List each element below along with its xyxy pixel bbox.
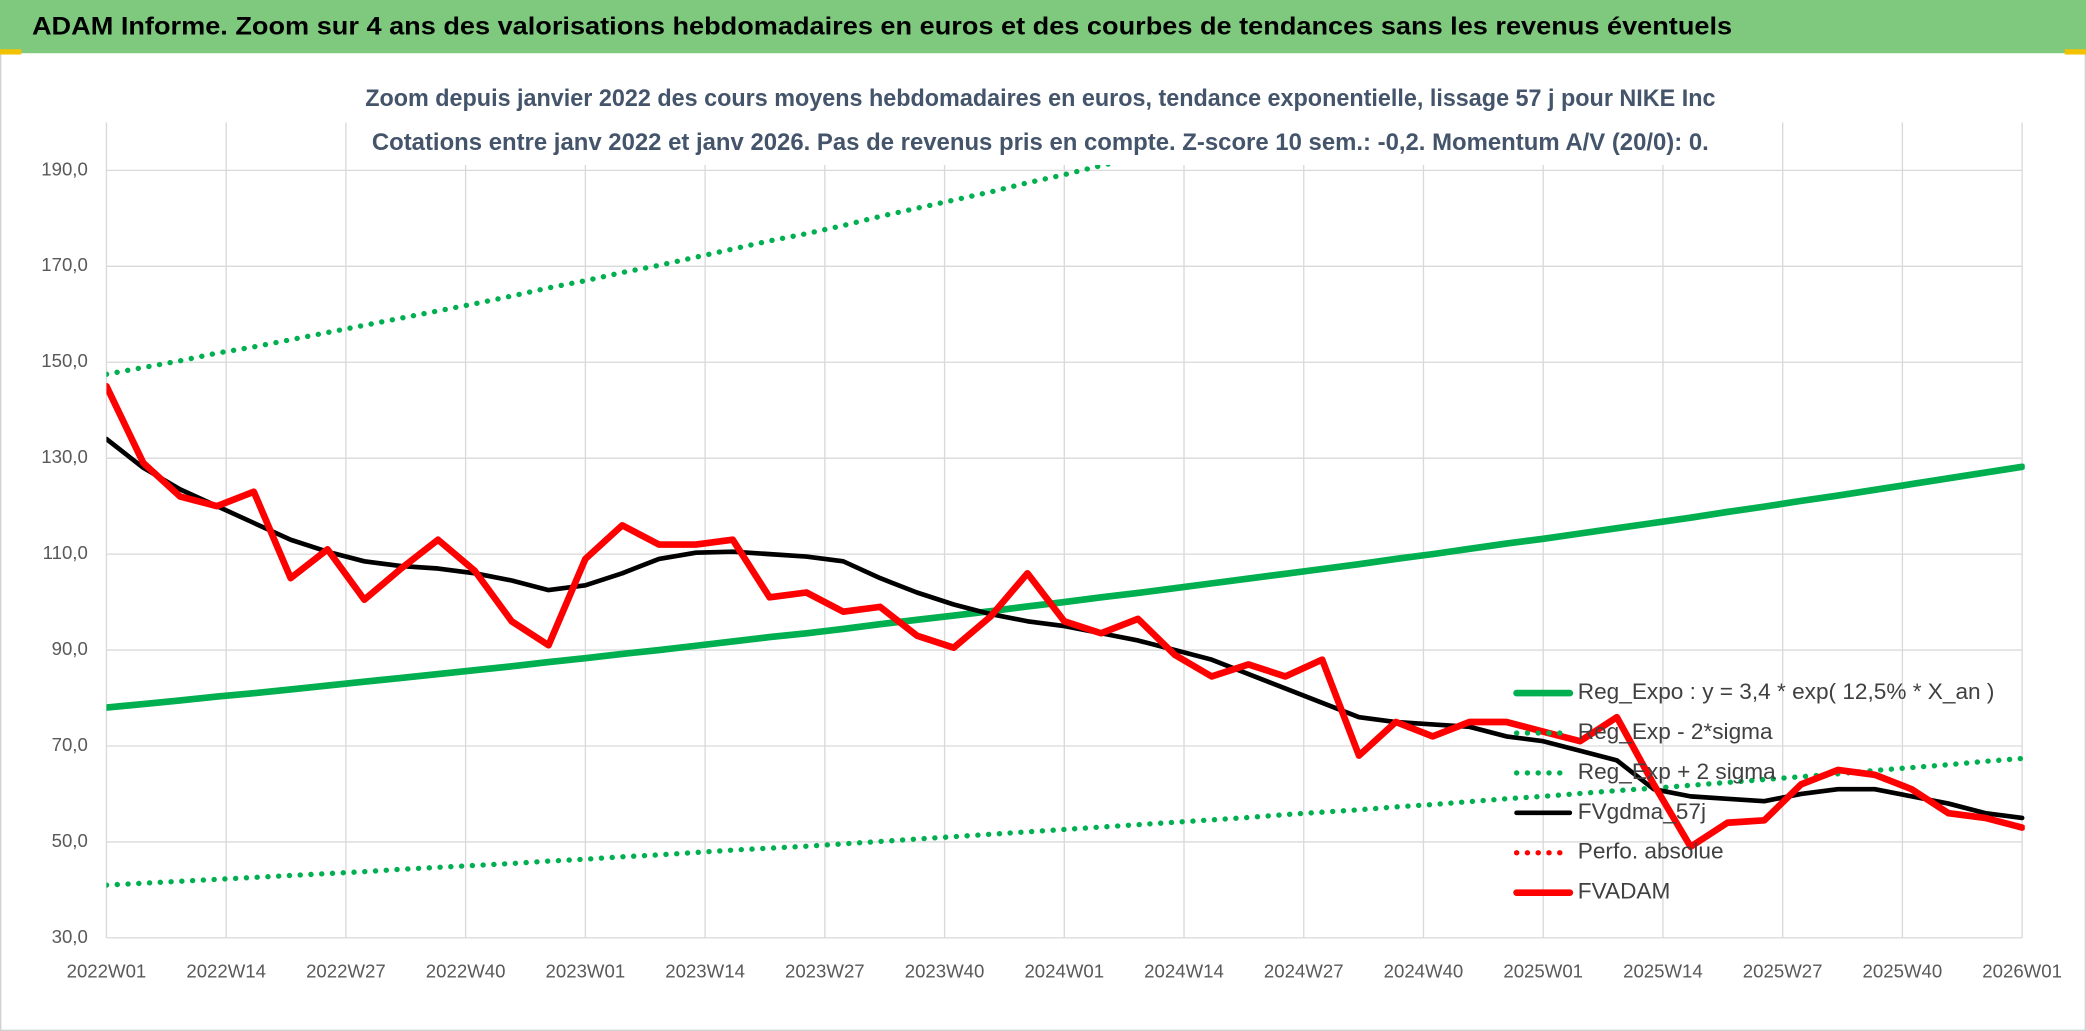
series-line	[106, 436, 2025, 821]
x-tick-label: 2023W14	[665, 960, 745, 981]
x-tick-label: 2025W40	[1863, 960, 1943, 981]
series-layer	[106, 122, 2025, 888]
x-tick-label: 2024W27	[1264, 960, 1344, 981]
x-tick-label: 2023W40	[905, 960, 985, 981]
y-tick-label: 190,0	[41, 158, 88, 179]
y-tick-label: 30,0	[52, 926, 88, 947]
x-tick-label: 2024W14	[1144, 960, 1224, 981]
x-tick-label: 2023W27	[785, 960, 865, 981]
x-tick-label: 2022W14	[186, 960, 266, 981]
y-tick-label: 150,0	[41, 350, 88, 371]
series-line	[106, 463, 2025, 711]
x-tick-label: 2025W27	[1743, 960, 1823, 981]
legend-label: Reg_Exp - 2*sigma	[1578, 719, 1773, 744]
x-tick-label: 2025W01	[1503, 960, 1583, 981]
title-backdrop	[356, 77, 1727, 165]
series-line	[106, 122, 1291, 377]
header-title: ADAM Informe. Zoom sur 4 ans des valoris…	[32, 13, 1732, 41]
legend-label: Reg_Exp + 2 sigma	[1578, 759, 1776, 784]
header-accent	[2064, 49, 2086, 55]
chart-subtitle: Cotations entre janv 2022 et janv 2026. …	[372, 129, 1709, 156]
header-accent	[0, 49, 22, 55]
x-tick-label: 2025W14	[1623, 960, 1703, 981]
header-bar	[0, 0, 2086, 54]
x-tick-label: 2022W01	[67, 960, 147, 981]
x-tick-label: 2024W40	[1384, 960, 1464, 981]
legend: Reg_Expo : y = 3,4 * exp( 12,5% * X_an )…	[1513, 679, 1995, 904]
plot-area: 30,0 50,0 70,0 90,0 110,0 130,0 150,0 170,0 190,…	[41, 122, 2062, 981]
legend-label: Perfo. absolue	[1578, 839, 1724, 864]
y-tick-label: 170,0	[41, 254, 88, 275]
x-tick-label: 2022W27	[306, 960, 386, 981]
x-tick-label: 2026W01	[1982, 960, 2062, 981]
series-line	[106, 382, 2025, 851]
legend-label: Reg_Expo : y = 3,4 * exp( 12,5% * X_an )	[1578, 679, 1995, 704]
legend-label: FVgdma_57j	[1578, 799, 1706, 824]
x-tick-label: 2022W40	[426, 960, 506, 981]
x-tick-label: 2023W01	[546, 960, 626, 981]
y-tick-label: 70,0	[52, 734, 88, 755]
x-tick-label: 2024W01	[1024, 960, 1104, 981]
chart-title: Zoom depuis janvier 2022 des cours moyen…	[365, 85, 1715, 112]
y-tick-label: 110,0	[43, 542, 88, 563]
legend-label: FVADAM	[1578, 879, 1671, 904]
series-line	[106, 755, 2025, 888]
y-tick-label: 130,0	[41, 446, 88, 467]
y-tick-label: 90,0	[52, 638, 88, 659]
y-tick-label: 50,0	[52, 830, 88, 851]
